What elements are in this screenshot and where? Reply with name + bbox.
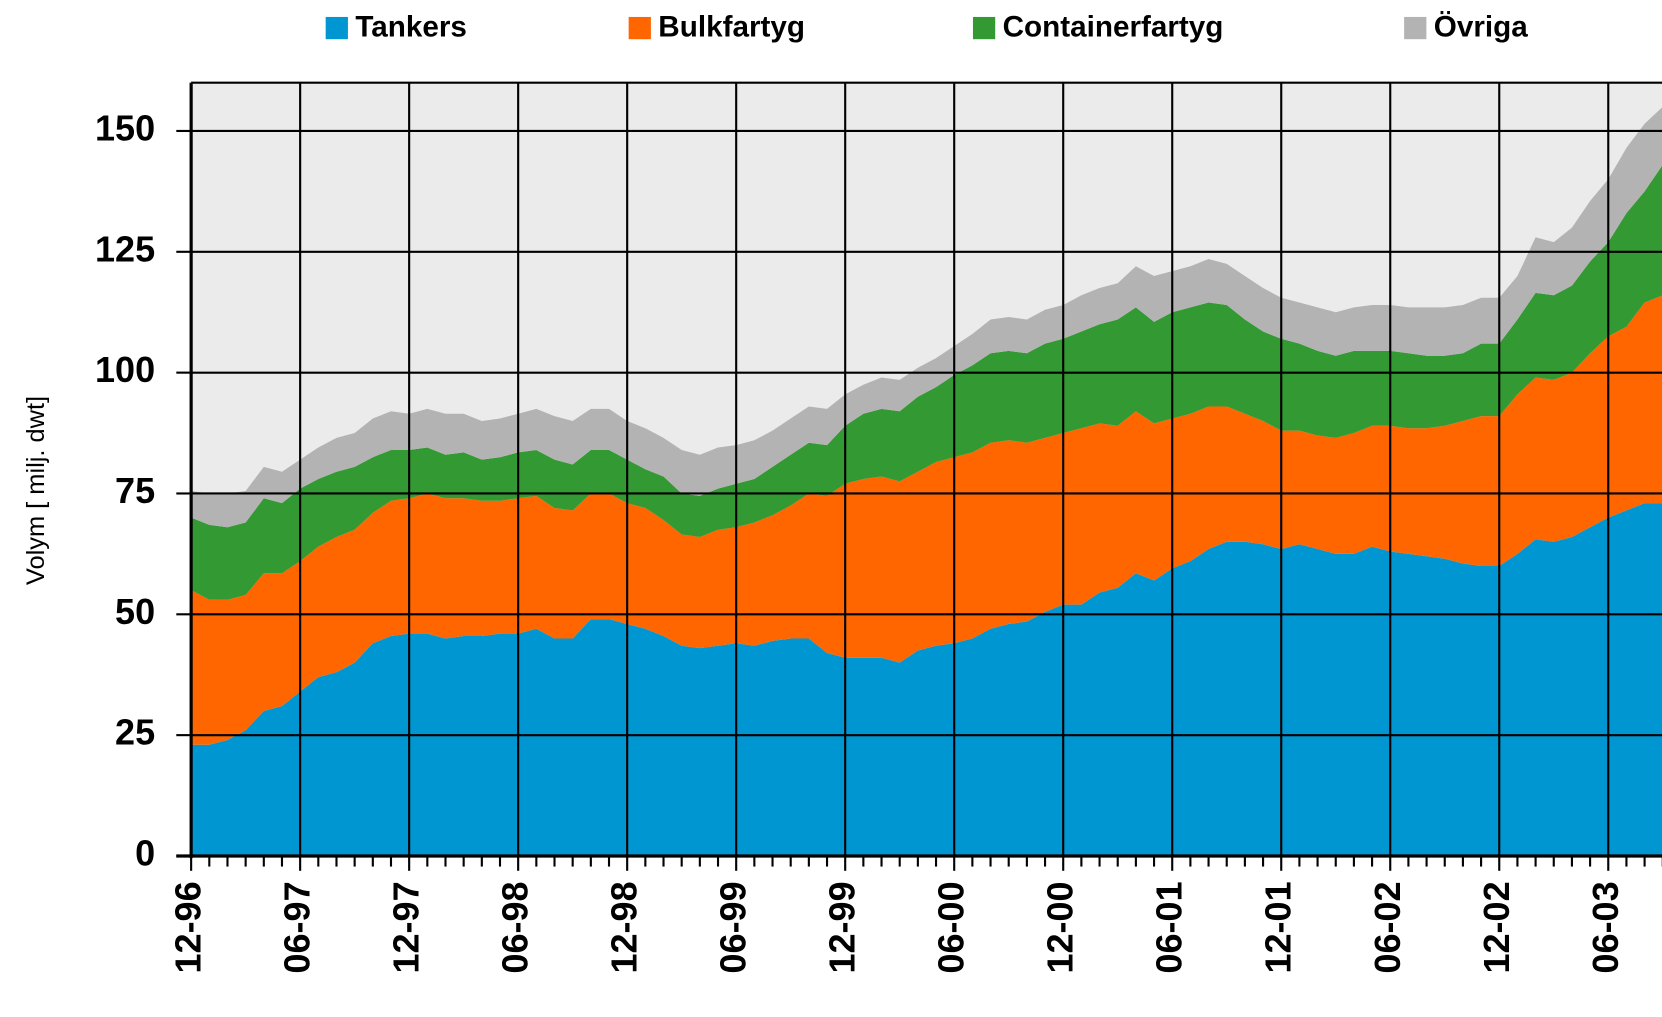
legend-label: Övriga [1434, 10, 1528, 43]
x-tick-label: 06-02 [1367, 881, 1408, 973]
y-tick-label: 75 [115, 470, 155, 511]
x-tick-label: 12-96 [168, 881, 209, 973]
legend-label: Tankers [355, 10, 467, 43]
x-tick-label: 06-97 [277, 881, 318, 973]
x-tick-label: 12-98 [604, 881, 645, 973]
y-tick-label: 50 [115, 591, 155, 632]
legend-label: Bulkfartyg [658, 10, 805, 43]
y-tick-label: 150 [95, 107, 155, 148]
x-tick-label: 06-98 [495, 881, 536, 973]
y-tick-label: 100 [95, 349, 155, 390]
x-tick-label: 12-97 [386, 881, 427, 973]
y-tick-label: 25 [115, 712, 155, 753]
x-tick-label: 12-01 [1258, 881, 1299, 973]
x-tick-label: 06-03 [1585, 881, 1626, 973]
x-tick-label: 12-99 [822, 881, 863, 973]
area [191, 503, 1662, 856]
y-tick-label: 0 [135, 832, 155, 873]
legend-label: Containerfartyg [1003, 10, 1224, 43]
area [191, 295, 1662, 745]
area [191, 107, 1662, 528]
y-axis-label: Volym [ milj. dwt] [22, 396, 50, 585]
legend-swatch [1404, 16, 1427, 40]
legend-swatch [325, 16, 348, 40]
x-tick-label: 06-00 [931, 881, 972, 973]
x-tick-label: 06-99 [713, 881, 754, 973]
legend-swatch [628, 16, 651, 40]
x-tick-label: 06-01 [1149, 881, 1190, 973]
y-tick-label: 125 [95, 228, 155, 269]
legend-swatch [972, 16, 996, 40]
area [191, 165, 1662, 600]
x-tick-label: 12-00 [1040, 881, 1081, 973]
x-tick-label: 12-02 [1476, 881, 1517, 973]
